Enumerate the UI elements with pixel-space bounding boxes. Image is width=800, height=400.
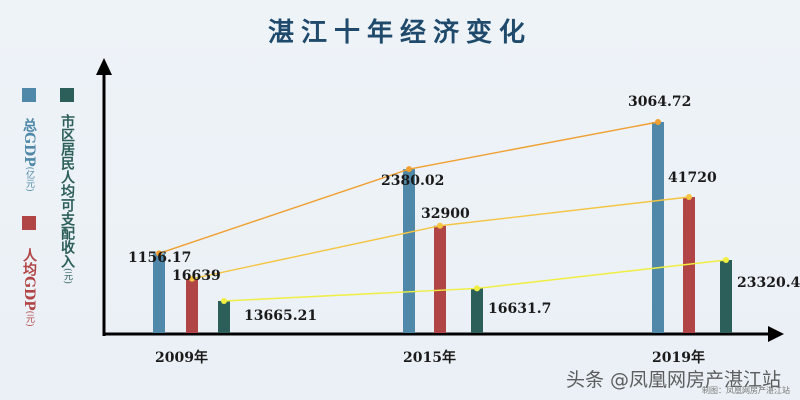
bar xyxy=(683,197,695,333)
legend-label-per-capita-gdp: 人均GDP(元) xyxy=(21,248,37,327)
value-label-pcgdp-2009: 16639 xyxy=(172,268,221,284)
data-point-marker xyxy=(189,275,195,282)
data-point-marker xyxy=(474,285,480,292)
bar xyxy=(720,260,732,333)
bar xyxy=(434,225,446,333)
trend-lines-group xyxy=(156,119,729,304)
data-point-marker xyxy=(406,166,412,173)
value-label-income-2015: 16631.7 xyxy=(488,301,552,317)
data-point-marker xyxy=(156,250,162,257)
bar xyxy=(218,301,230,333)
bar xyxy=(652,122,664,333)
legend-income-name: 市区居民人均可支配收入 xyxy=(59,114,75,268)
legend-income-unit: (元) xyxy=(62,268,72,285)
legend-label-disposable-income: 市区居民人均可支配收入(元) xyxy=(59,114,75,285)
data-point-marker xyxy=(655,119,661,125)
value-label-income-2009: 13665.21 xyxy=(244,308,318,324)
chart-title: 湛江十年经济变化 xyxy=(267,18,532,48)
bar xyxy=(186,278,198,333)
x-tick-2015: 2015年 xyxy=(403,350,456,366)
legend-label-gdp: 总GDP(亿元) xyxy=(21,118,37,192)
value-label-pcgdp-2015: 32900 xyxy=(421,206,470,222)
data-point-marker xyxy=(437,222,443,229)
y-axis-arrow-icon xyxy=(96,58,112,75)
data-point-marker xyxy=(723,257,729,263)
legend-pcgdp-unit: (元) xyxy=(24,310,34,327)
value-label-gdp-2019: 3064.72 xyxy=(628,94,692,110)
legend-swatch-disposable-income xyxy=(60,88,74,102)
bar xyxy=(403,169,415,333)
bars-group xyxy=(153,122,732,333)
data-point-marker xyxy=(686,194,692,200)
legend-swatch-gdp xyxy=(22,88,36,102)
x-axis-arrow-icon xyxy=(768,326,784,342)
watermark: 头条 @凤凰网房产湛江站 xyxy=(566,369,782,391)
legend-gdp-name: 总GDP xyxy=(21,118,37,167)
watermark-credit: 制图：凤凰网房产湛江站 xyxy=(702,386,790,395)
legend-pcgdp-name: 人均GDP xyxy=(21,248,37,311)
value-label-gdp-2009: 1156.17 xyxy=(128,250,192,266)
legend-swatch-per-capita-gdp xyxy=(22,216,36,230)
value-label-income-2019: 23320.4 xyxy=(737,275,800,291)
value-label-pcgdp-2019: 41720 xyxy=(668,170,717,186)
value-label-gdp-2015: 2380.02 xyxy=(381,173,445,189)
bar xyxy=(471,288,483,333)
legend-gdp-unit: (亿元) xyxy=(24,166,34,192)
x-tick-2009: 2009年 xyxy=(155,350,208,366)
bar xyxy=(153,253,165,333)
x-tick-2019: 2019年 xyxy=(652,350,705,366)
data-point-marker xyxy=(221,298,227,304)
